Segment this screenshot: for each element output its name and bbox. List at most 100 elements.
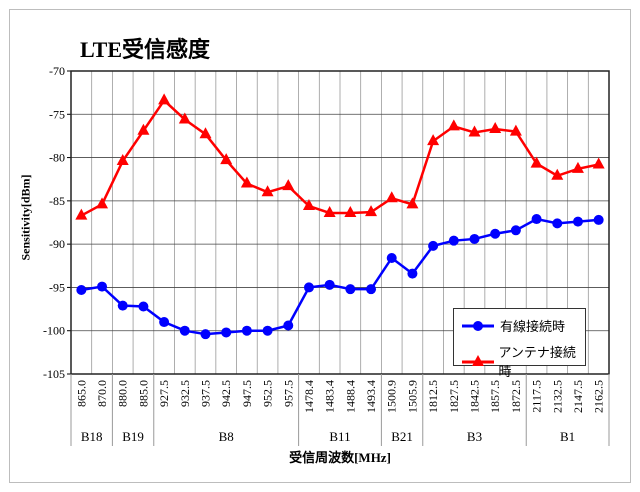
- x-tick-label: 947.5: [240, 380, 254, 407]
- data-point-triangle: [406, 197, 419, 209]
- data-point-triangle: [96, 197, 109, 209]
- data-point-circle: [303, 282, 314, 293]
- data-point-circle: [490, 228, 501, 239]
- plot-border: [70, 70, 610, 375]
- x-tick-label: 942.5: [219, 380, 233, 407]
- data-point-triangle: [158, 93, 171, 105]
- data-point-triangle: [344, 205, 357, 217]
- x-tick-label: 957.5: [281, 380, 295, 407]
- x-tick-label: 932.5: [178, 380, 192, 407]
- data-point-circle: [179, 325, 190, 336]
- legend-item-wired: 有線接続時: [460, 316, 565, 335]
- x-tick-label: 937.5: [199, 380, 213, 407]
- data-point-triangle: [75, 208, 88, 220]
- x-tick-label: 1827.5: [447, 380, 461, 413]
- legend-marker-circle-icon: [462, 320, 494, 331]
- x-tick-label: 1483.4: [323, 380, 337, 413]
- legend: 有線接続時 アンテナ接続時: [453, 308, 586, 380]
- x-tick-label: 870.0: [95, 380, 109, 407]
- data-point-triangle: [323, 205, 336, 217]
- data-point-triangle: [137, 123, 150, 135]
- data-point-triangle: [530, 156, 543, 168]
- legend-item-antenna: アンテナ接続時: [460, 342, 585, 380]
- x-tick-label: 865.0: [74, 380, 88, 407]
- data-point-triangle: [571, 161, 584, 173]
- data-point-triangle: [365, 205, 378, 217]
- data-point-circle: [159, 317, 170, 328]
- data-point-triangle: [282, 179, 295, 191]
- data-point-triangle: [427, 134, 440, 146]
- data-point-circle: [97, 281, 108, 292]
- chart-title: LTE受信感度: [80, 37, 211, 62]
- data-point-circle: [283, 320, 294, 331]
- y-tick-label: -100: [43, 324, 65, 338]
- data-point-triangle: [199, 127, 212, 139]
- y-tick-label: -90: [49, 237, 65, 251]
- data-point-triangle: [240, 176, 253, 188]
- x-tick-label: 2117.5: [530, 380, 544, 413]
- x-tick-label: 1872.5: [509, 380, 523, 413]
- x-tick-label: 1842.5: [468, 380, 482, 413]
- data-point-circle: [510, 225, 521, 236]
- data-point-circle: [117, 300, 128, 311]
- data-point-triangle: [447, 119, 460, 131]
- data-point-circle: [531, 214, 542, 225]
- data-point-triangle: [509, 124, 522, 136]
- data-point-circle: [572, 216, 583, 227]
- band-label: B8: [219, 429, 234, 444]
- x-tick-label: 952.5: [261, 380, 275, 407]
- data-point-circle: [345, 284, 356, 295]
- data-point-triangle: [385, 191, 398, 203]
- data-point-circle: [552, 218, 563, 229]
- y-tick-label: -85: [49, 194, 65, 208]
- legend-marker-triangle-icon: [462, 355, 494, 366]
- x-tick-label: 1857.5: [488, 380, 502, 413]
- y-tick-label: -70: [49, 64, 65, 78]
- data-point-triangle: [220, 153, 233, 165]
- data-point-triangle: [489, 122, 502, 134]
- x-axis-label: 受信周波数[MHz]: [289, 450, 391, 465]
- x-tick-label: 1488.4: [343, 380, 357, 413]
- data-point-circle: [407, 268, 418, 279]
- data-point-circle: [469, 233, 480, 244]
- x-tick-label: 2162.5: [592, 380, 606, 413]
- data-point-triangle: [116, 154, 129, 166]
- data-point-triangle: [468, 125, 481, 137]
- band-label: B21: [391, 429, 413, 444]
- data-point-circle: [221, 327, 232, 338]
- data-point-circle: [593, 214, 604, 225]
- data-point-triangle: [302, 199, 315, 211]
- band-label: B18: [81, 429, 103, 444]
- x-tick-label: 1493.4: [364, 380, 378, 413]
- y-tick-label: -75: [49, 107, 65, 121]
- y-tick-label: -105: [43, 367, 65, 381]
- data-point-circle: [76, 285, 87, 296]
- x-tick-label: 1505.9: [405, 380, 419, 413]
- legend-label: 有線接続時: [500, 320, 566, 335]
- data-point-circle: [448, 235, 459, 246]
- band-label: B19: [122, 429, 144, 444]
- legend-label: アンテナ接続時: [498, 346, 576, 380]
- data-point-triangle: [178, 112, 191, 124]
- data-point-circle: [386, 252, 397, 263]
- data-point-circle: [200, 329, 211, 340]
- data-point-circle: [241, 325, 252, 336]
- x-tick-label: 1500.9: [385, 380, 399, 413]
- x-tick-label: 2147.5: [571, 380, 585, 413]
- x-tick-label: 885.0: [136, 380, 150, 407]
- data-point-circle: [324, 279, 335, 290]
- data-point-circle: [366, 284, 377, 295]
- data-point-triangle: [551, 168, 564, 180]
- data-point-circle: [262, 325, 273, 336]
- x-tick-label: 927.5: [157, 380, 171, 407]
- data-point-circle: [428, 240, 439, 251]
- y-tick-label: -80: [49, 151, 65, 165]
- data-point-circle: [138, 301, 149, 312]
- data-point-triangle: [592, 157, 605, 169]
- y-tick-label: -95: [49, 280, 65, 294]
- x-tick-label: 2132.5: [550, 380, 564, 413]
- data-point-triangle: [261, 185, 274, 197]
- x-tick-label: 880.0: [116, 380, 130, 407]
- x-tick-label: 1812.5: [426, 380, 440, 413]
